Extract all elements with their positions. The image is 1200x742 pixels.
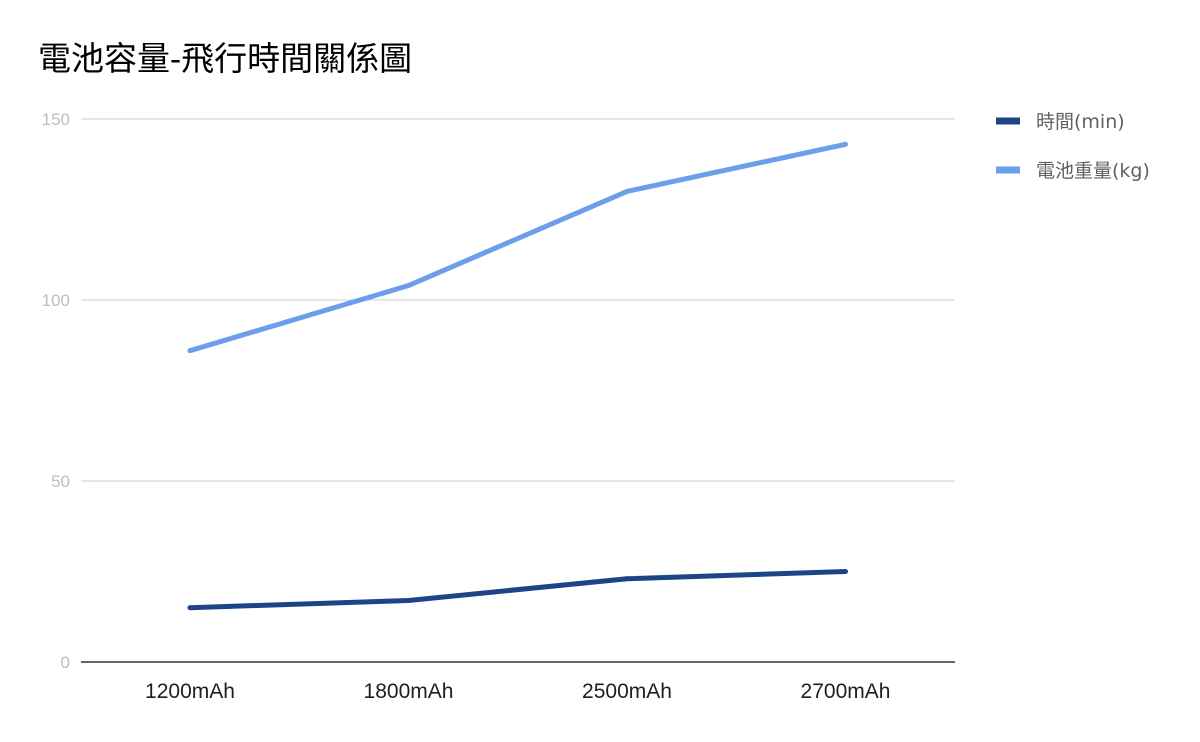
series-layer (187, 141, 848, 611)
x-tick-label: 1800mAh (364, 680, 454, 703)
data-point (624, 576, 630, 582)
y-tick-label: 50 (51, 472, 70, 491)
data-point (624, 188, 630, 194)
data-point (406, 283, 411, 289)
data-point (843, 141, 848, 147)
data-point (406, 597, 411, 603)
series-line-0 (189, 569, 846, 611)
legend-label: 電池重量(kg) (1036, 160, 1150, 182)
y-tick-label: 100 (42, 291, 70, 310)
x-tick-label: 2500mAh (582, 680, 672, 703)
legend-swatch (996, 117, 1020, 125)
chart-title: 電池容量-飛行時間關係圖 (38, 39, 412, 78)
grid-layer (81, 118, 955, 482)
data-point (187, 605, 193, 611)
data-point (843, 569, 848, 574)
legend-swatch (996, 166, 1020, 174)
y-tick-label: 0 (61, 653, 70, 672)
legend: 時間(min) 電池重量(kg) (996, 111, 1150, 182)
legend-label: 時間(min) (1036, 111, 1125, 133)
axis-layer: 0 50 100 150 1200mAh 1800mAh 2500mAh 2700mAh (42, 110, 955, 703)
series-line-1 (189, 141, 847, 354)
x-tick-label: 2700mAh (801, 680, 891, 703)
x-tick-label: 1200mAh (145, 680, 235, 703)
data-point (187, 348, 193, 354)
y-tick-label: 150 (42, 110, 70, 129)
